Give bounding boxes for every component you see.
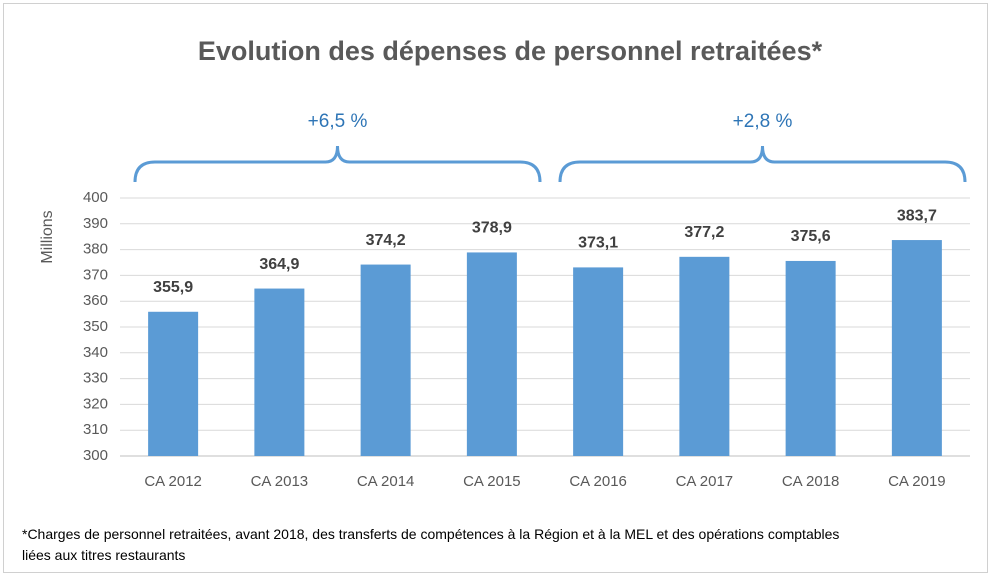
bar [254, 288, 305, 456]
chart-border [3, 3, 988, 573]
bar [360, 264, 411, 456]
y-axis-label: Millions [39, 210, 56, 263]
data-label: 374,2 [366, 232, 406, 249]
x-tick-label: CA 2016 [569, 473, 627, 490]
annotation: +2,8 % [733, 111, 793, 132]
y-tick-label: 300 [83, 447, 108, 464]
x-tick-label: CA 2019 [888, 473, 946, 490]
chart-title: Evolution des dépenses de personnel retr… [198, 36, 823, 66]
footnote-line: liées aux titres restaurants [22, 547, 186, 563]
data-label: 383,7 [897, 207, 937, 224]
x-tick-label: CA 2013 [251, 473, 309, 490]
data-label: 355,9 [153, 279, 193, 296]
y-tick-label: 380 [83, 241, 108, 258]
y-tick-label: 390 [83, 215, 108, 232]
footnote: *Charges de personnel retraitées, avant … [22, 524, 839, 566]
x-tick-label: CA 2018 [782, 473, 840, 490]
y-tick-label: 340 [83, 344, 108, 361]
data-label: 377,2 [684, 224, 724, 241]
bar [891, 240, 942, 456]
x-tick-label: CA 2017 [676, 473, 734, 490]
data-label: 373,1 [578, 235, 618, 252]
y-tick-label: 310 [83, 421, 108, 438]
bar [785, 260, 836, 456]
data-label: 378,9 [472, 220, 512, 237]
x-tick-label: CA 2012 [144, 473, 202, 490]
y-tick-label: 400 [83, 189, 108, 206]
x-tick-label: CA 2014 [357, 473, 415, 490]
y-tick-label: 330 [83, 370, 108, 387]
brace [558, 145, 967, 183]
footnote-line: *Charges de personnel retraitées, avant … [22, 526, 840, 542]
brace [133, 145, 542, 183]
annotation: +6,5 % [308, 111, 368, 132]
data-label: 375,6 [791, 228, 831, 245]
y-tick-label: 320 [83, 395, 108, 412]
data-label: 364,9 [259, 256, 299, 273]
bar [466, 252, 517, 456]
bar [148, 311, 199, 456]
y-tick-label: 350 [83, 318, 108, 335]
y-tick-label: 360 [83, 292, 108, 309]
bar [573, 267, 624, 456]
x-tick-label: CA 2015 [463, 473, 521, 490]
bar [679, 256, 730, 456]
y-tick-label: 370 [83, 266, 108, 283]
